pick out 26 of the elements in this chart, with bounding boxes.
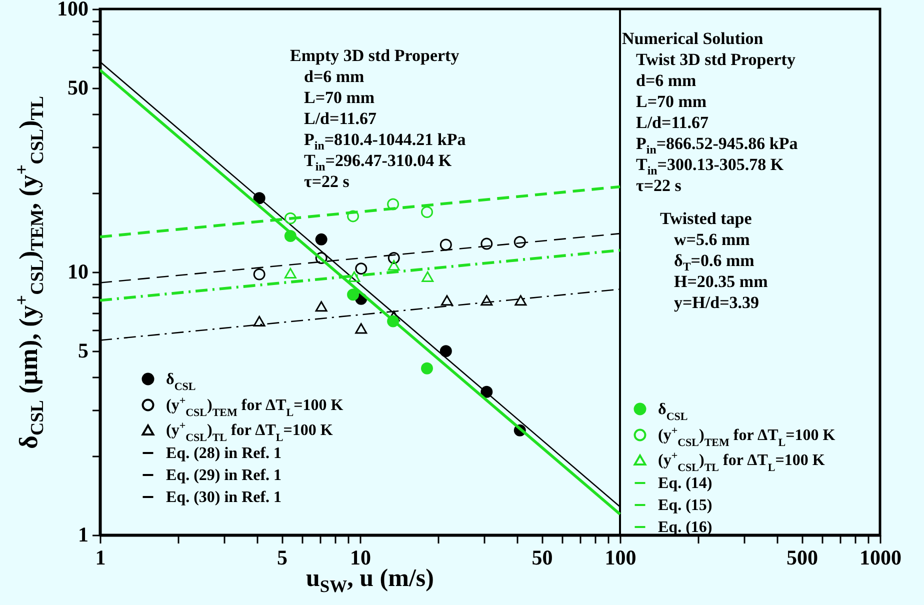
legend-label: Eq. (28) in Ref. 1 bbox=[166, 445, 282, 462]
annotation: Twisted tape w=5.6 mm δ$_{T}$=0.6 mm H=20.35 mm y=H/d=3.39 bbox=[660, 208, 768, 313]
x-tick-label: 50 bbox=[532, 546, 553, 570]
legend-label: Eq. (30) in Ref. 1 bbox=[166, 489, 282, 506]
legend-label: (y$^{+}$$_{CSL}$)$_{TEM}$ for ΔT$_{L}$=100 K bbox=[658, 425, 836, 449]
y-tick-label: 100 bbox=[57, 0, 88, 20]
text: Empty 3D std Property d=6 mm L=70 mm L/d=11.67 P$_{in}$=810.4-1044.21 kPa T$_{in}$=296.47-310.04 K τ=22 s bbox=[290, 46, 466, 191]
legend-label: (y$^{+}$$_{CSL}$)$_{TEM}$ for ΔT$_{L}$=100 K bbox=[166, 395, 344, 419]
y-tick-label: 50 bbox=[68, 76, 88, 100]
x-tick-label: 1 bbox=[95, 546, 106, 570]
legend-label: Eq. (16) bbox=[658, 519, 712, 536]
x-tick-label: 100 bbox=[604, 546, 636, 570]
y-tick-label: 1 bbox=[78, 522, 88, 546]
legend-label: Eq. (14) bbox=[658, 475, 712, 492]
legend-label: δ$_{CSL}$ bbox=[166, 371, 196, 393]
legend-label: (y$^{+}$$_{CSL}$)$_{TL}$ for ΔT$_{L}$=100 K bbox=[658, 450, 826, 474]
legend-label: Eq. (29) in Ref. 1 bbox=[166, 467, 282, 484]
text: Numerical Solution Twist 3D std Property d=6 mm L=70 mm L/d=11.67 P$_{in}$=866.52-945.86 kPa T$_{in}$=300.13-305.78 K τ=22 s bbox=[622, 29, 798, 195]
legend-label: Eq. (15) bbox=[658, 497, 712, 514]
y-tick-label: 10 bbox=[68, 260, 88, 284]
y-tick-label: 5 bbox=[78, 338, 88, 363]
x-tick-label: 1000 bbox=[860, 546, 902, 570]
legend-label: δ$_{CSL}$ bbox=[658, 401, 688, 423]
legend-label: (y$^{+}$$_{CSL}$)$_{TL}$ for ΔT$_{L}$=100 K bbox=[166, 420, 334, 444]
x-tick-label: 5 bbox=[276, 546, 288, 570]
x-tick-label: 500 bbox=[786, 546, 818, 570]
